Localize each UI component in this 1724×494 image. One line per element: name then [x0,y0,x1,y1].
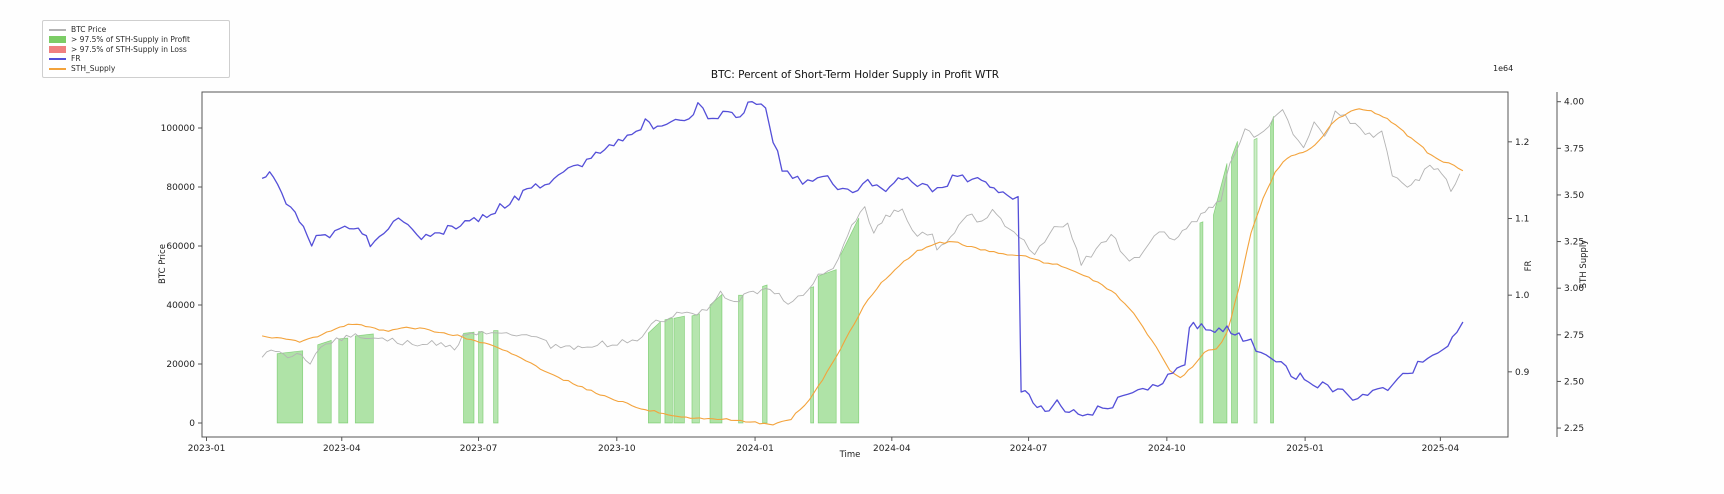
plot-border [201,91,1509,438]
legend-label: FR [71,54,81,64]
sth-tick-label: 2.75 [1564,331,1584,341]
legend-item-2: > 97.5% of STH-Supply in Loss [49,45,223,55]
x-tick-label: 2025-01 [1286,444,1324,454]
legend: BTC Price > 97.5% of STH-Supply in Profit… [42,20,230,78]
profit-span [1213,163,1228,424]
btc-tick-label: 0 [189,419,195,429]
profit-span [709,293,723,424]
sth-tick-label: 4.00 [1564,98,1584,108]
profit-span [810,286,815,424]
profit-span [664,317,673,424]
chart-title: BTC: Percent of Short-Term Holder Supply… [710,69,1000,81]
profit-span [1270,116,1274,424]
x-tick-label: 2024-07 [1010,444,1048,454]
profit-span [738,294,744,424]
sth-tick-label: 2.25 [1564,424,1584,434]
btc-tick-label: 60000 [166,242,195,252]
profit-span [691,313,700,424]
legend-line-swatch [49,68,66,71]
profit-span [762,284,768,424]
x-tick-label: 2024-04 [873,444,911,454]
fr-axis-label: FR [1524,260,1534,272]
legend-item-0: BTC Price [49,25,223,35]
legend-item-1: > 97.5% of STH-Supply in Profit [49,35,223,45]
x-tick-label: 2023-07 [460,444,498,454]
legend-patch-swatch [49,46,66,53]
profit-span [317,339,332,424]
fr-line [261,101,1464,417]
btc-price-line [261,109,1461,365]
sth-tick-label: 3.75 [1564,144,1584,154]
legend-label: BTC Price [71,25,107,34]
sth-tick-label: 3.50 [1564,191,1584,201]
btc-tick-label: 80000 [166,183,195,193]
profit-span [840,217,860,424]
profit-span [1231,141,1238,424]
sth-supply-axis-label: STH Supply [1579,239,1589,289]
sth-tick-label: 3.00 [1564,284,1584,294]
x-tick-label: 2024-10 [1148,444,1186,454]
legend-line-swatch [49,58,66,61]
sth-tick-label: 2.50 [1564,377,1584,387]
x-axis-label: Time [839,450,861,460]
fr-tick-label: 0.9 [1515,368,1530,378]
profit-span [817,269,837,424]
legend-item-3: FR [49,54,223,64]
legend-label: > 97.5% of STH-Supply in Loss [71,44,187,54]
profit-span [354,333,374,424]
sth-tick-label: 3.25 [1564,238,1584,248]
profit-span [1199,221,1204,424]
x-tick-label: 2023-04 [323,444,361,454]
fr-tick-label: 1.2 [1515,138,1529,148]
btc-price-axis-label: BTC Price [158,244,168,284]
profit-span [1253,137,1258,424]
legend-label: STH_Supply [71,64,116,74]
x-tick-label: 2025-04 [1422,444,1460,454]
btc-tick-label: 100000 [161,124,196,134]
x-tick-label: 2023-10 [598,444,636,454]
profit-span [463,331,475,424]
btc-tick-label: 20000 [166,360,195,370]
profit-span [478,331,484,424]
legend-label: > 97.5% of STH-Supply in Profit [71,34,190,44]
profit-span [493,330,499,424]
btc-tick-label: 40000 [166,301,195,311]
sth-supply-line [261,108,1464,426]
profit-span [673,315,685,424]
profit-span [338,337,349,424]
x-tick-label: 2024-01 [736,444,774,454]
fr-tick-label: 1.0 [1515,291,1530,301]
legend-patch-swatch [49,36,66,43]
fr-axis-offset-text: 1e64 [1493,64,1514,73]
profit-span [648,320,661,424]
legend-item-4: STH_Supply [49,64,223,74]
fr-tick-label: 1.1 [1515,215,1529,225]
x-tick-label: 2023-01 [188,444,226,454]
legend-line-swatch [49,28,66,31]
profit-span [276,350,304,424]
